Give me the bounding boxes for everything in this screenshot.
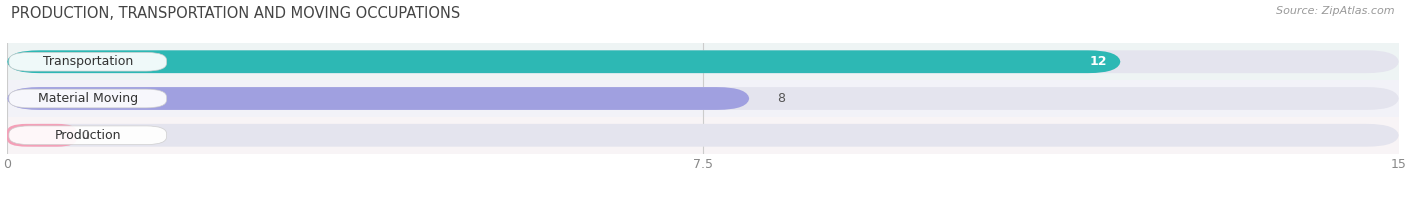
Text: PRODUCTION, TRANSPORTATION AND MOVING OCCUPATIONS: PRODUCTION, TRANSPORTATION AND MOVING OC… bbox=[11, 6, 461, 21]
FancyBboxPatch shape bbox=[7, 124, 1399, 147]
FancyBboxPatch shape bbox=[8, 89, 167, 108]
Bar bbox=[7, 117, 1399, 154]
FancyBboxPatch shape bbox=[8, 126, 167, 145]
Text: 8: 8 bbox=[778, 92, 785, 105]
Text: 12: 12 bbox=[1090, 55, 1107, 68]
Text: Material Moving: Material Moving bbox=[38, 92, 138, 105]
FancyBboxPatch shape bbox=[7, 50, 1121, 73]
FancyBboxPatch shape bbox=[7, 124, 77, 147]
FancyBboxPatch shape bbox=[8, 52, 167, 71]
Bar bbox=[7, 43, 1399, 80]
FancyBboxPatch shape bbox=[7, 87, 749, 110]
Text: Source: ZipAtlas.com: Source: ZipAtlas.com bbox=[1277, 6, 1395, 16]
Bar bbox=[7, 80, 1399, 117]
Text: Production: Production bbox=[55, 129, 121, 142]
FancyBboxPatch shape bbox=[7, 50, 1399, 73]
FancyBboxPatch shape bbox=[7, 87, 1399, 110]
Text: 0: 0 bbox=[82, 129, 89, 142]
Text: Transportation: Transportation bbox=[42, 55, 134, 68]
